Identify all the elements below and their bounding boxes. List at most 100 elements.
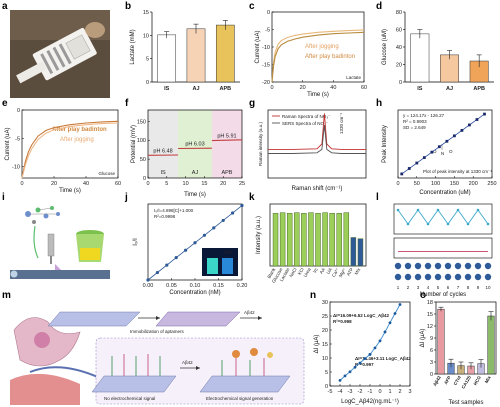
y-tick-label: 15 [322,342,328,348]
data-point [338,379,342,382]
bar [272,213,279,267]
electrode-line [52,46,66,68]
panel-letter-e: e [2,98,8,109]
x-tick-label: -1 [368,389,373,395]
series-line [268,124,366,154]
segment-label: AJ [192,170,199,176]
x-axis-label: Concentration (uM) [419,190,470,196]
x-axis-label: Time (s) [59,188,81,194]
y-tick-label: 0 [430,372,433,378]
x-tick-label: 5 [437,285,440,290]
label-immobilization: Immobilization of aptamers [130,329,185,334]
panel-letters: a b c d e f g h i j k l m n o [2,1,426,301]
bulb-icon [414,273,422,281]
x-tick-label: 0.15 [213,283,224,289]
x-tick-label: 40 [83,181,89,187]
annotation-badminton: After play badinton [52,127,107,133]
corner-label: Lactate [346,75,361,80]
data-point [396,208,400,212]
data-point [436,208,440,212]
x-tick-label: 0.20 [237,283,248,289]
data-point [240,203,244,208]
y-tick-label: 3 [430,360,433,366]
bulb-icon [424,273,432,281]
bar [286,213,293,267]
electrode-line [46,49,60,71]
segment-background [178,110,212,178]
series-lines [338,303,402,382]
x-tick-label: -2 [358,389,363,395]
x-tick-label: 1 [388,389,391,395]
panel-d-chart: Glucose (uM) 0 20 40 60 80 IS AJ APB [382,10,494,92]
data-point [468,123,471,127]
x-tick-label: 20 [300,85,306,91]
bar [279,212,286,267]
plot-frame [397,109,493,179]
arrow-head [258,316,262,320]
electrode-sheet-icon [47,311,241,327]
svg-text:O: O [449,149,453,154]
bars [272,212,364,267]
sensor-tail [16,61,47,84]
x-tick-label: CTnI [453,375,462,386]
data-point [400,172,404,176]
fit-r2: R² = 0.9903 [403,119,427,124]
data-point [422,156,426,159]
bulb-icon [454,262,462,270]
data-point [456,208,460,212]
x-tick-label: 6 [447,285,450,290]
bulb-icon [434,273,442,281]
x-tick-label: 10 [183,181,189,187]
segment-backgrounds [148,110,242,178]
y-axis-label: ΔI (μA) [420,329,426,348]
data-point [446,222,450,226]
data-point [416,208,420,212]
y-tick-label: 0 [399,80,402,86]
panel-k-chart: Intensity (a.u.) BlankGlucoseLactateNaCl… [256,203,367,284]
data-point [358,361,362,365]
panel-letter-f: f [125,98,129,109]
bulb-icon [484,262,492,270]
label-signal: Electrochemical signal generation [206,396,274,401]
bar [315,213,321,267]
panel-g-chart: Raman intensity (a.u.) Raman shift (cm⁻¹… [258,109,367,192]
panel-a-photo [10,10,110,98]
x-tick-label: 10 [485,285,491,290]
data-point [373,346,377,350]
bars [437,306,495,375]
inset-label: ATP [224,250,232,255]
x-tick-label: 0.10 [190,283,201,289]
molecule-icon [25,206,60,224]
y-tick-label: -15 [262,63,270,69]
plot-frame [435,301,497,375]
bar [343,212,350,267]
series-lines [271,29,365,83]
y-ticks: 0 3 6 9 12 15 18 [427,300,436,378]
bulb-icon [444,273,452,281]
panel-letter-b: b [125,1,131,12]
x-tick-label: 150 [450,181,459,187]
data-point [363,357,367,360]
x-axis-label: Raman shift (cm⁻¹) [292,186,343,192]
ph-label: pH 6.48 [153,148,172,154]
data-point [155,270,159,275]
data-point [426,222,430,226]
data-point [483,112,486,116]
y-axis-label: Potential (mV) [131,125,137,163]
bars [157,20,235,83]
panel-letter-l: l [376,192,379,203]
data-point [348,370,352,374]
ph-labels: pH 6.48 pH 6.03 pH 5.91 [153,134,236,155]
bulb-icon [474,273,482,281]
y-tick-label: 100 [137,138,146,144]
peak-label: 1330 cm⁻¹ [339,112,344,134]
x-tick-label: KCl [297,267,305,276]
cup-icon [76,230,104,262]
detail-box [95,337,305,405]
x-tick-label: Urea [303,267,312,278]
y-axis-label: ΔI (μA) [314,335,320,354]
x-axis-label: Number of cycles [420,292,466,298]
y-ticks: 0 20 40 60 80 [396,10,405,86]
